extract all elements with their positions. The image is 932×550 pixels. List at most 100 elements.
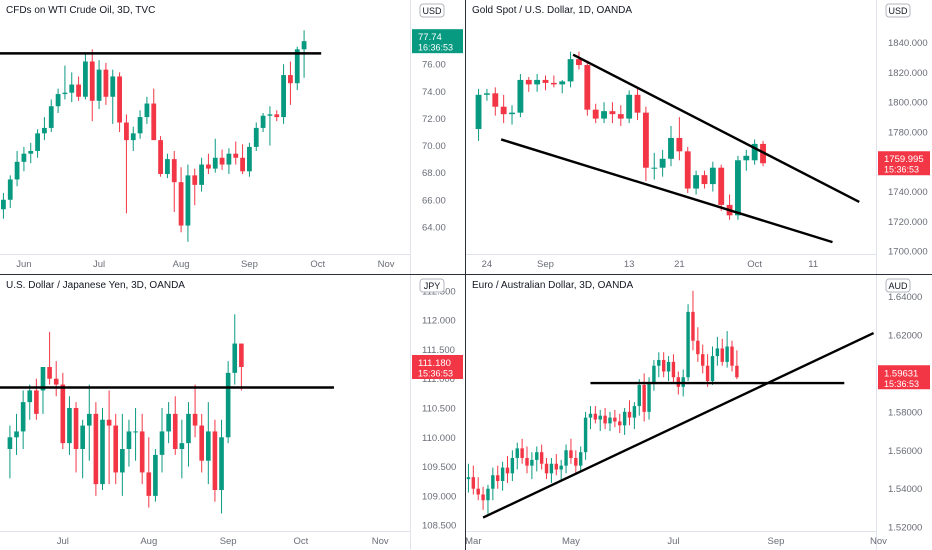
candle-body xyxy=(730,346,734,366)
currency-badge[interactable] xyxy=(885,3,911,18)
candle-body xyxy=(486,488,490,501)
candle-body xyxy=(199,164,204,185)
candle-body xyxy=(166,413,171,432)
candle-body xyxy=(80,425,85,449)
x-tick-label: Oct xyxy=(747,259,762,270)
candle-body xyxy=(751,143,758,161)
candle-body xyxy=(567,59,574,82)
chart-svg-euraud: 1.520001.540001.560001.580001.600001.620… xyxy=(466,275,930,550)
candle-body xyxy=(73,408,79,449)
candle-body xyxy=(564,450,568,466)
candle-body xyxy=(100,419,105,485)
candle-body xyxy=(301,41,307,50)
x-tick-label: May xyxy=(562,536,580,547)
trend-line[interactable] xyxy=(572,53,860,203)
currency-badge[interactable] xyxy=(419,278,445,293)
candle-body xyxy=(647,383,651,412)
x-tick-label: 11 xyxy=(808,259,818,270)
candle-body xyxy=(146,472,152,496)
x-tick-label: 13 xyxy=(624,259,635,270)
candle-body xyxy=(743,155,750,161)
last-price-value: 111.180 xyxy=(418,358,451,369)
candle-body xyxy=(569,450,573,458)
candle-body xyxy=(192,175,198,185)
candle-body xyxy=(481,494,485,501)
candle-body xyxy=(21,153,27,162)
candle-body xyxy=(637,384,641,407)
candle-body xyxy=(124,122,129,141)
candle-body xyxy=(205,431,211,461)
y-tick-label: 1.56000 xyxy=(888,446,922,457)
chart-panel-usdjpy[interactable]: 108.500 109.000 109.500 110.000 110.500 111.0… xyxy=(0,275,465,550)
candle-body xyxy=(89,61,95,101)
candle-body xyxy=(525,457,529,466)
currency-badge[interactable] xyxy=(419,3,445,18)
candle-body xyxy=(509,112,515,115)
trend-line[interactable] xyxy=(482,331,875,519)
y-tick-label: 66.00 xyxy=(422,195,446,206)
chart-panel-euraud[interactable]: 1.520001.540001.560001.580001.600001.620… xyxy=(466,275,932,550)
chart-svg-usdjpy: 108.500 109.000 109.500 110.000 110.500 111.0… xyxy=(0,275,463,550)
candle-body xyxy=(608,417,612,424)
candle-body xyxy=(735,160,741,216)
y-tick-label: 76.00 xyxy=(422,60,446,71)
candle-body xyxy=(601,111,607,119)
candle-body xyxy=(178,182,184,226)
y-tick-label: 70.00 xyxy=(422,141,446,152)
candle-body xyxy=(718,167,725,205)
y-tick-label: 64.00 xyxy=(422,222,446,233)
trend-line[interactable] xyxy=(500,138,833,244)
y-tick-label: 1.54000 xyxy=(888,484,922,495)
y-tick-label: 1840.000 xyxy=(888,38,928,49)
candle-body xyxy=(185,175,191,226)
candle-body xyxy=(240,157,245,172)
x-tick-label: Aug xyxy=(140,536,157,547)
candle-body xyxy=(67,408,72,444)
currency-label: USD xyxy=(888,6,908,16)
currency-label: USD xyxy=(422,6,442,16)
candle-body xyxy=(626,94,633,119)
chart-panel-wti[interactable]: 64.0066.0068.0070.0072.0074.0076.0080Jun… xyxy=(0,0,465,274)
candle-body xyxy=(668,137,674,159)
candle-body xyxy=(705,365,710,382)
candle-body xyxy=(62,92,68,95)
y-tick-label: 108.500 xyxy=(422,521,456,532)
panel-divider-horizontal[interactable] xyxy=(0,274,932,275)
candle-body xyxy=(517,79,524,113)
bar-countdown: 15:36:53 xyxy=(418,369,453,379)
candle-body xyxy=(549,463,554,474)
candle-body xyxy=(652,365,656,384)
candle-body xyxy=(584,65,591,110)
x-tick-label: Jul xyxy=(57,536,69,547)
chart-panel-gold[interactable]: 1700.0001720.0001740.0001760.0001780.000… xyxy=(466,0,932,274)
x-tick-label: Sep xyxy=(767,536,784,547)
x-tick-label: Nov xyxy=(372,536,389,547)
candle-body xyxy=(48,106,54,128)
candle-body xyxy=(267,114,273,116)
y-tick-label: 1.64000 xyxy=(888,292,922,303)
candle-body xyxy=(574,457,578,466)
panel-divider-vertical[interactable] xyxy=(465,0,466,550)
candle-body xyxy=(83,61,88,97)
candle-body xyxy=(550,82,557,85)
chart-svg-gold: 1700.0001720.0001740.0001760.0001780.000… xyxy=(466,0,930,274)
candle-body xyxy=(103,69,109,97)
y-tick-label: 109.500 xyxy=(422,462,456,473)
candle-body xyxy=(686,311,690,378)
candle-body xyxy=(139,431,145,473)
bar-countdown: 16:36:53 xyxy=(418,43,453,53)
candle-body xyxy=(151,103,157,141)
bar-countdown: 15:36:53 xyxy=(884,379,919,389)
last-price-badge xyxy=(412,355,463,379)
candle-body xyxy=(153,454,158,496)
candle-body xyxy=(661,359,666,372)
currency-badge[interactable] xyxy=(885,278,911,293)
candle-body xyxy=(212,157,218,169)
candle-body xyxy=(55,94,61,107)
candle-body xyxy=(117,76,122,123)
candle-body xyxy=(613,417,617,422)
last-price-badge xyxy=(878,365,930,390)
candle-body xyxy=(294,49,300,84)
candle-body xyxy=(232,343,238,373)
y-tick-label: 1800.000 xyxy=(888,98,928,109)
